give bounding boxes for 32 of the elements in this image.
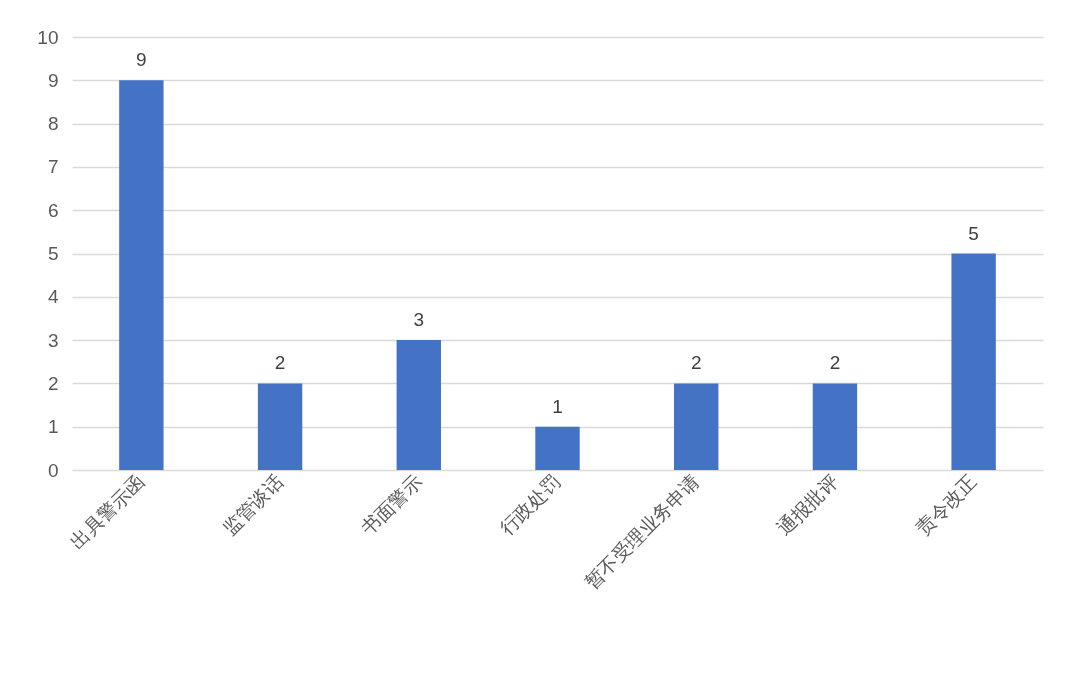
data-label: 2 (690, 352, 702, 374)
bar (951, 253, 996, 470)
data-label: 3 (413, 309, 425, 331)
y-tick-label: 4 (47, 286, 59, 308)
bar (535, 426, 580, 470)
x-tick-label: 通报批评 (773, 470, 842, 540)
x-tick-label: 暂不受理业务申请 (580, 470, 704, 594)
x-tick-label: 责令改正 (912, 470, 981, 540)
data-label: 5 (968, 222, 979, 244)
y-tick-label: 9 (47, 69, 59, 91)
y-tick-label: 10 (37, 26, 59, 48)
y-tick-label: 2 (47, 372, 59, 394)
data-label: 2 (274, 352, 286, 374)
bar (396, 340, 441, 470)
y-tick-label: 0 (47, 459, 59, 481)
bar (257, 383, 303, 470)
y-tick-label: 6 (47, 199, 59, 221)
x-tick-label: 监管谈话 (218, 470, 288, 540)
y-tick-label: 7 (47, 156, 59, 178)
y-tick-label: 1 (47, 416, 59, 438)
x-tick-label: 行政处罚 (495, 470, 565, 540)
bar (674, 383, 719, 470)
data-label: 1 (552, 395, 563, 417)
data-label: 2 (829, 352, 841, 374)
x-tick-label: 书面警示 (357, 470, 426, 540)
data-label: 9 (136, 49, 147, 71)
x-tick-label: 出具警示函 (66, 470, 149, 553)
bar (119, 80, 164, 470)
y-tick-label: 8 (47, 113, 59, 135)
y-tick-label: 5 (47, 243, 59, 264)
bar (812, 383, 858, 470)
y-tick-label: 3 (47, 329, 59, 351)
